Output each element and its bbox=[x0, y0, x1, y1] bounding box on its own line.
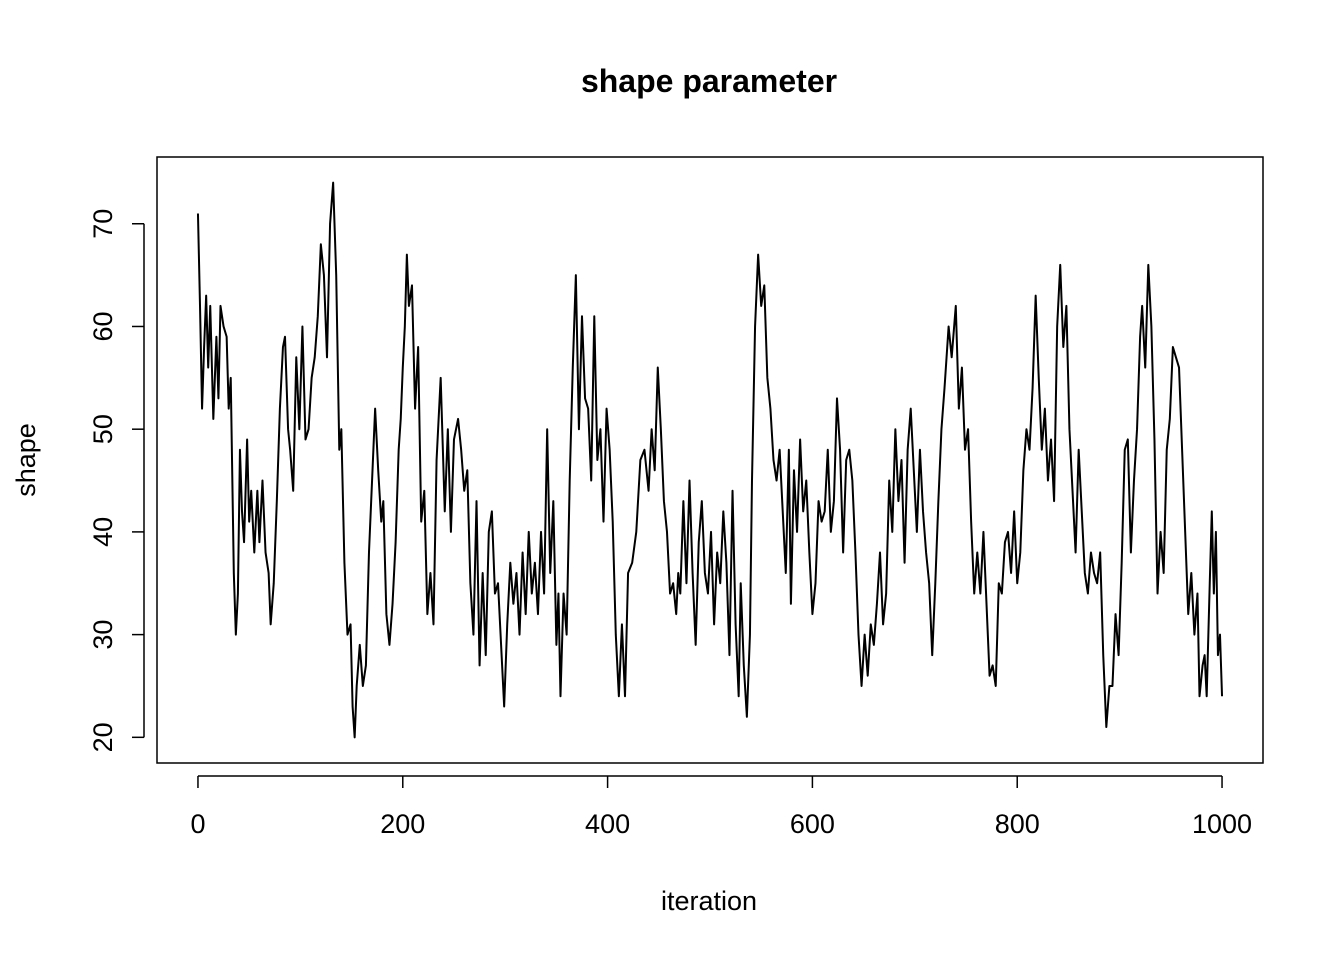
x-axis-label: iteration bbox=[661, 886, 757, 916]
plot-frame bbox=[156, 156, 1264, 764]
y-tick-label: 50 bbox=[88, 414, 118, 444]
x-tick-label: 1000 bbox=[1192, 809, 1252, 839]
y-axis-label: shape bbox=[11, 423, 41, 497]
y-tick-label: 40 bbox=[88, 517, 118, 547]
y-tick-label: 70 bbox=[88, 209, 118, 239]
chart-title: shape parameter bbox=[581, 63, 837, 99]
x-tick-label: 200 bbox=[380, 809, 425, 839]
y-tick-label: 60 bbox=[88, 311, 118, 341]
y-tick-label: 20 bbox=[88, 722, 118, 752]
x-tick-label: 0 bbox=[190, 809, 205, 839]
y-tick-label: 30 bbox=[88, 620, 118, 650]
x-tick-label: 800 bbox=[995, 809, 1040, 839]
trace-line bbox=[196, 181, 1224, 739]
x-tick-label: 600 bbox=[790, 809, 835, 839]
x-tick-label: 400 bbox=[585, 809, 630, 839]
